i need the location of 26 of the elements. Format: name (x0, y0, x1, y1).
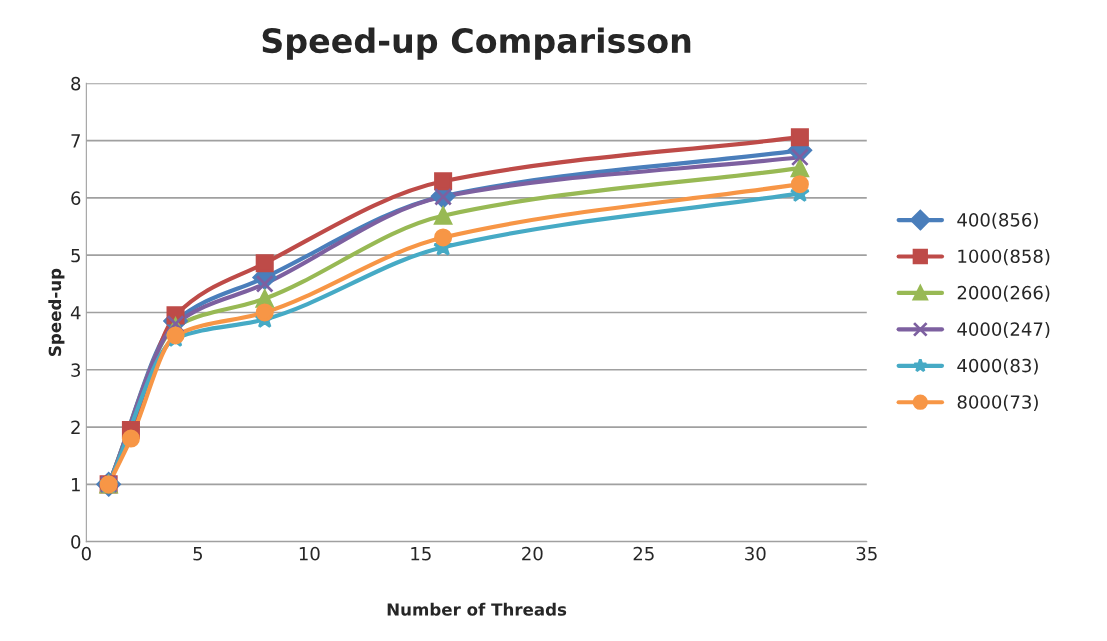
legend-label: 4000(247) (957, 321, 1050, 339)
y-tick-label: 7 (71, 134, 80, 148)
y-tick-label: 1 (71, 478, 80, 492)
x-tick-label: 20 (522, 546, 543, 561)
legend-label: 400(856) (957, 212, 1038, 229)
y-tick-label: 0 (71, 535, 81, 549)
y-tick-label: 8 (71, 76, 81, 91)
chart-title: Speed-up Comparisson (262, 27, 691, 60)
legend-label: 1000(858) (958, 249, 1050, 266)
legend-label: 2000(266) (957, 285, 1050, 302)
legend-label: 8000(73) (957, 394, 1038, 411)
y-tick-label: 5 (71, 248, 80, 263)
y-axis-title: Speed-up (48, 268, 65, 356)
x-tick-label: 30 (745, 546, 766, 561)
y-tick-label: 6 (71, 191, 81, 206)
x-axis-title: Number of Threads (387, 602, 567, 616)
y-tick-label: 3 (71, 363, 81, 377)
y-tick-label: 4 (70, 306, 81, 320)
legend-label: 4000(83) (957, 358, 1038, 375)
x-tick-label: 25 (633, 546, 654, 561)
x-tick-label: 5 (193, 547, 202, 561)
x-tick-label: 35 (856, 546, 877, 561)
x-tick-label: 15 (411, 547, 431, 561)
y-tick-label: 2 (71, 420, 80, 434)
x-tick-label: 0 (81, 546, 91, 561)
x-tick-label: 10 (299, 546, 320, 561)
